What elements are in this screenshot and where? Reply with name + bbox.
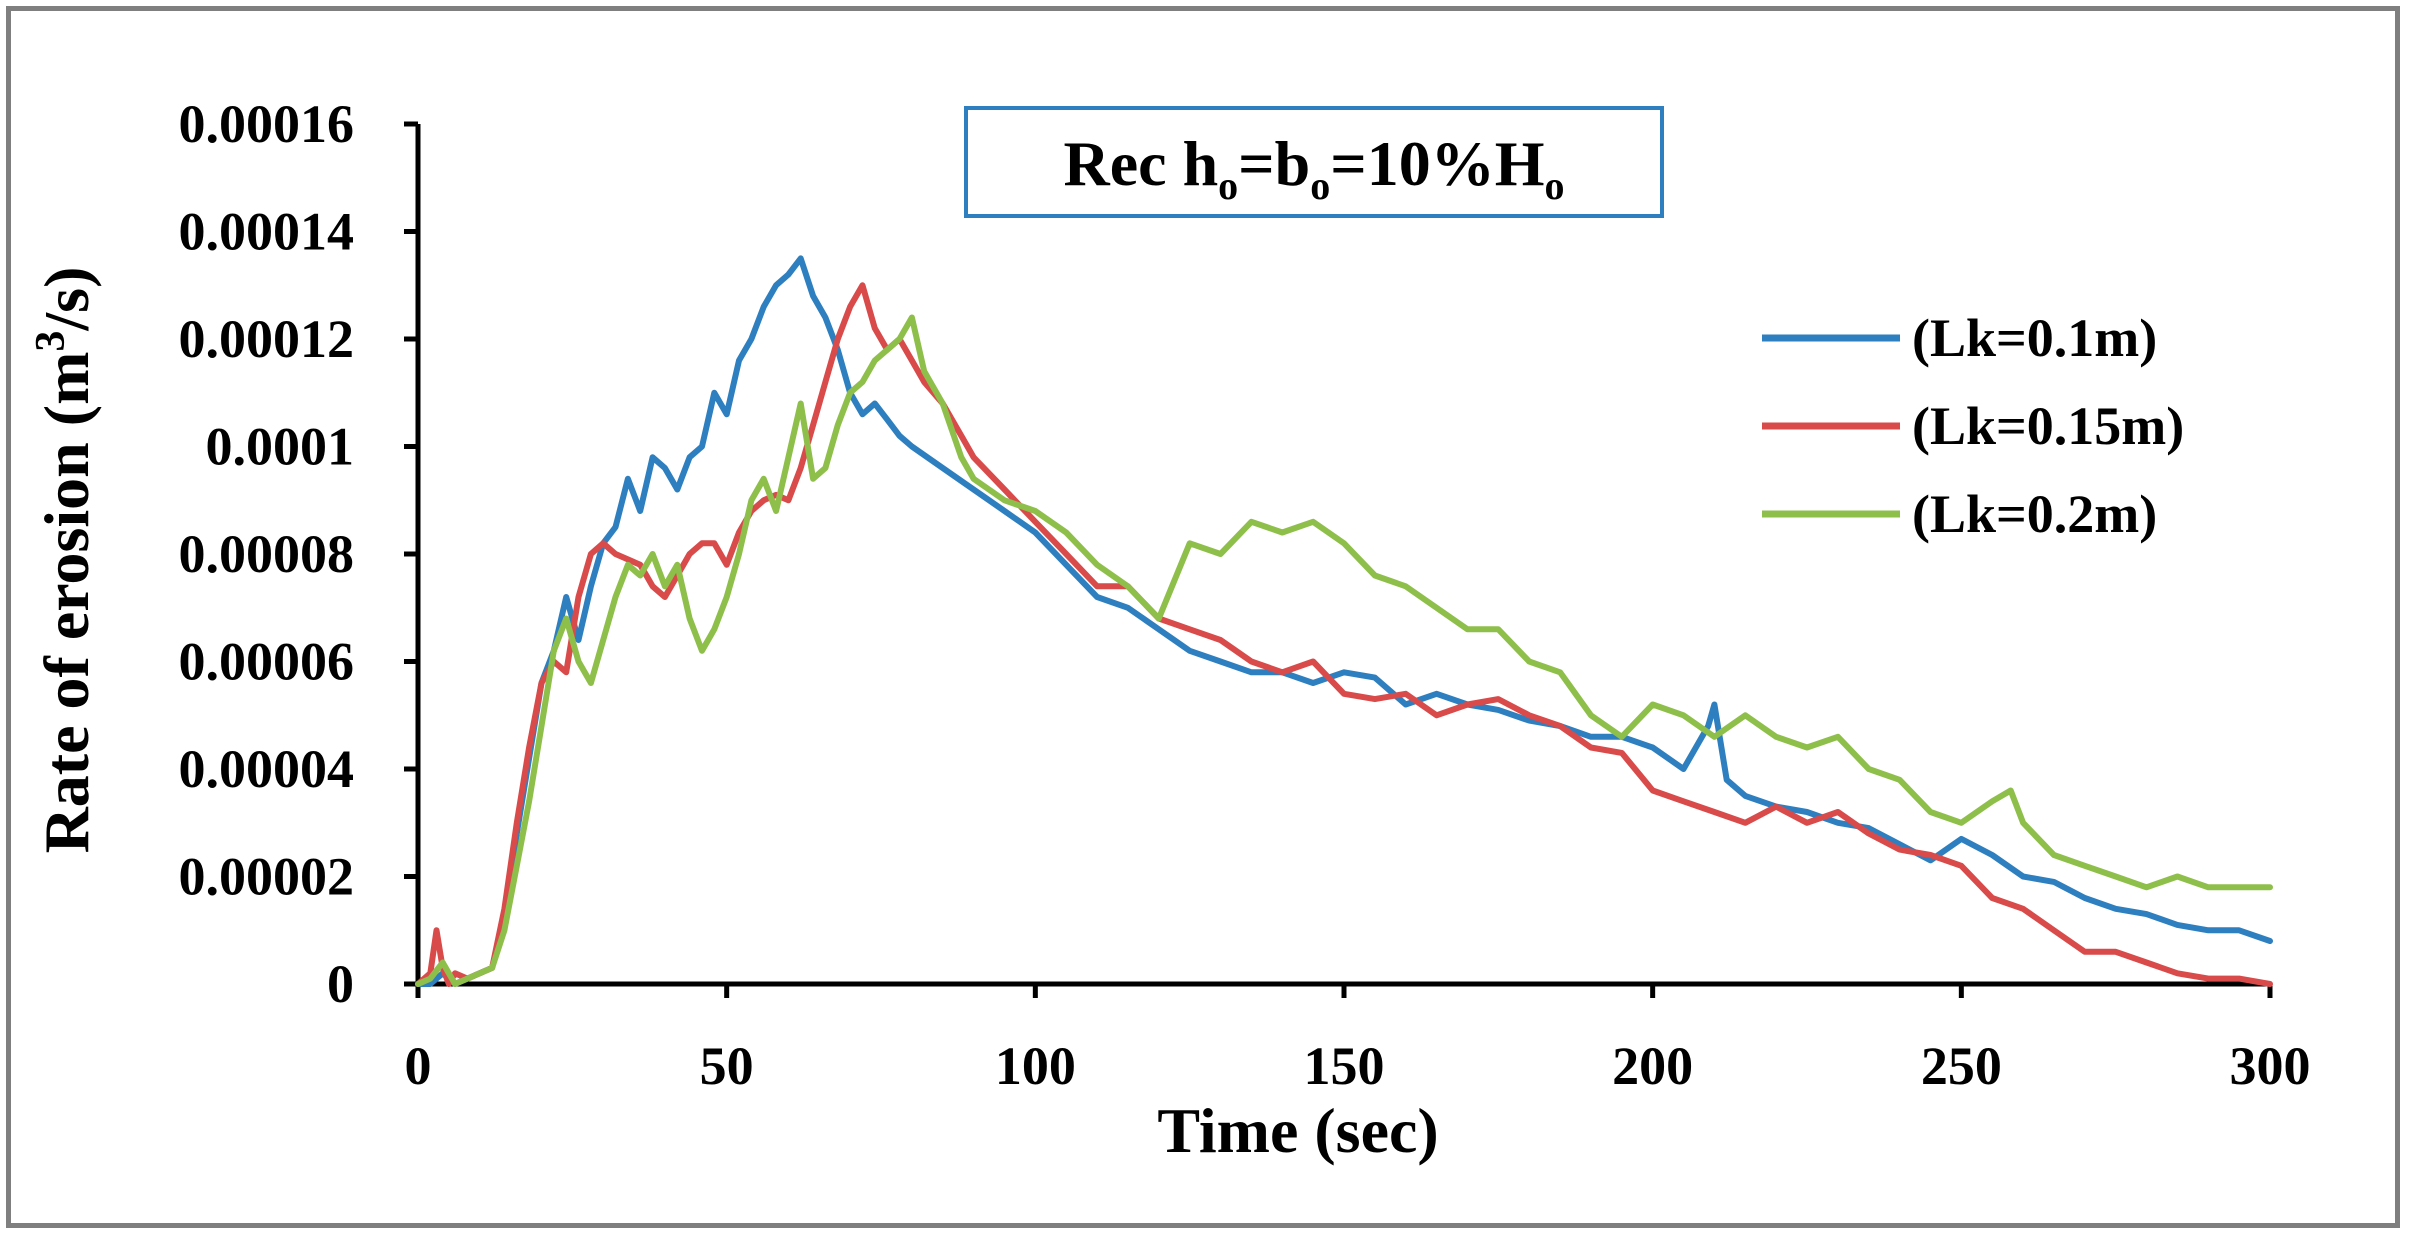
- x-tick-label: 0: [405, 1036, 432, 1096]
- x-tick-label: 300: [2230, 1036, 2311, 1096]
- x-tick-label: 200: [1612, 1036, 1693, 1096]
- y-tick-label: 0.00006: [179, 632, 355, 692]
- x-tick-label: 150: [1304, 1036, 1385, 1096]
- series-group: [415, 255, 2273, 987]
- legend-label: (Lk=0.15m): [1912, 396, 2184, 456]
- legend: (Lk=0.1m) (Lk=0.15m) (Lk=0.2m): [1762, 308, 2184, 544]
- x-axis-title: Time (sec): [1157, 1095, 1438, 1166]
- legend-label: (Lk=0.2m): [1912, 484, 2157, 544]
- x-tick-label: 100: [995, 1036, 1076, 1096]
- series-line-lk0.2m: [415, 314, 2273, 987]
- y-tick-label: 0.00014: [179, 202, 355, 262]
- y-ticks: 0 0.00002 0.00004 0.00006 0.00008 0.0001 0.000…: [179, 94, 418, 1014]
- annotation-text: Rec ho=bo=10%Ho: [1064, 128, 1565, 208]
- x-ticks: 0 50 100 150 200 250 300: [405, 984, 2311, 1096]
- legend-label: (Lk=0.1m): [1912, 308, 2157, 368]
- y-tick-label: 0.00012: [179, 309, 355, 369]
- series-line-lk0.1m: [415, 255, 2273, 987]
- y-tick-label: 0.00002: [179, 847, 355, 907]
- y-tick-label: 0.00016: [179, 94, 355, 154]
- x-tick-label: 250: [1921, 1036, 2002, 1096]
- x-tick-label: 50: [700, 1036, 754, 1096]
- y-axis-title: Rate of erosion (m3/s): [28, 267, 102, 854]
- y-tick-label: 0.00004: [179, 739, 355, 799]
- y-tick-label: 0.0001: [206, 417, 355, 477]
- annotation-box: [964, 106, 1664, 218]
- chart-frame: [6, 6, 2400, 1228]
- y-tick-label: 0.00008: [179, 524, 355, 584]
- y-tick-label: 0: [327, 954, 354, 1014]
